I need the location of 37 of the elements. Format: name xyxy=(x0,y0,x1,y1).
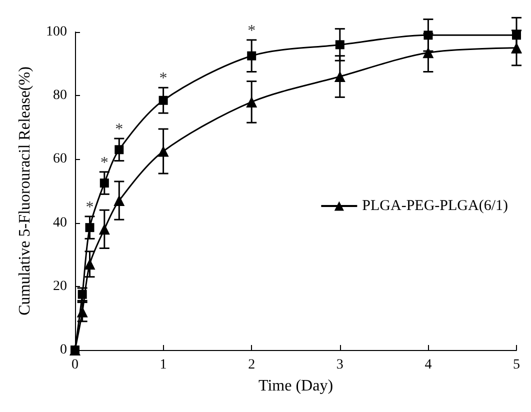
point xyxy=(76,306,88,318)
x-tick-label: 1 xyxy=(160,358,167,372)
x-tick-label: 5 xyxy=(513,358,520,372)
annotation: * xyxy=(248,22,256,40)
y-tick-label: 100 xyxy=(46,24,67,40)
point xyxy=(85,223,94,232)
y-tick-label: 80 xyxy=(53,88,67,104)
y-tick-label: 0 xyxy=(60,342,67,358)
point xyxy=(100,178,109,188)
legend-label: PLGA-PEG-PLGA(6/1) xyxy=(362,198,508,214)
annotation: * xyxy=(86,198,94,216)
point xyxy=(114,195,125,206)
y-tick-label: 20 xyxy=(53,278,67,294)
x-axis-title: Time (Day) xyxy=(258,378,334,394)
point xyxy=(512,30,521,40)
point xyxy=(158,96,168,105)
x-tick-label: 3 xyxy=(336,358,344,372)
point xyxy=(424,30,433,40)
point xyxy=(246,96,258,108)
point xyxy=(84,258,96,270)
annotation: * xyxy=(159,70,168,88)
x-tick-label: 2 xyxy=(248,358,256,372)
x-tick-label: 4 xyxy=(424,358,432,372)
point xyxy=(334,71,346,82)
point xyxy=(511,42,522,54)
annotation: * xyxy=(115,121,124,138)
point xyxy=(158,146,169,157)
point xyxy=(114,145,124,154)
point xyxy=(422,47,434,58)
point xyxy=(335,40,344,50)
point xyxy=(98,224,110,235)
x-tick-label: 0 xyxy=(72,358,78,372)
annotation: * xyxy=(100,154,108,172)
point xyxy=(247,51,256,60)
y-axis-title: Cumulative 5-Fluorouracil Release(%) xyxy=(16,66,34,316)
y-tick-label: 40 xyxy=(53,215,67,230)
y-tick-label: 60 xyxy=(53,152,67,167)
